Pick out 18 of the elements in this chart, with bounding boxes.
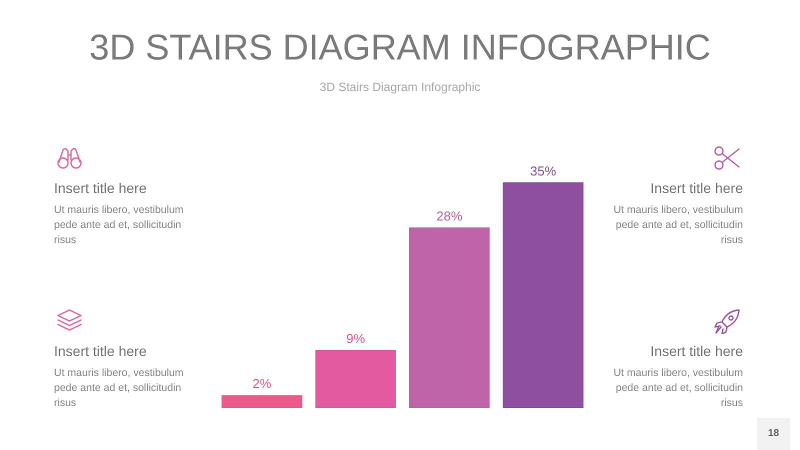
text: Insert title here xyxy=(54,342,148,360)
chart-subtitle: 3D Stairs Diagram Infographic xyxy=(320,80,480,94)
data-label: 2% xyxy=(252,376,272,392)
text: Ut mauris libero, vestibulum pede ante ad et, sollicitudin risus xyxy=(54,366,185,411)
bar xyxy=(409,227,490,408)
chart-title: 3D STAIRS DIAGRAM INFOGRAPHIC xyxy=(89,26,711,68)
text: Insert title here xyxy=(54,179,148,197)
bar xyxy=(222,395,302,408)
data-label: 9% xyxy=(346,330,366,346)
data-label: 35% xyxy=(530,163,557,178)
text: Insert title here xyxy=(649,179,743,197)
text: Ut mauris libero, vestibulum pede ante ad et, sollicitudin risus xyxy=(54,203,185,248)
text: Insert title here xyxy=(649,342,743,360)
data-label: 28% xyxy=(436,208,463,224)
text: Ut mauris libero, vestibulum pede ante ad et, sollicitudin risus xyxy=(612,203,743,248)
bar xyxy=(502,182,584,408)
text: Ut mauris libero, vestibulum pede ante ad et, sollicitudin risus xyxy=(612,366,743,411)
bar xyxy=(315,350,396,408)
